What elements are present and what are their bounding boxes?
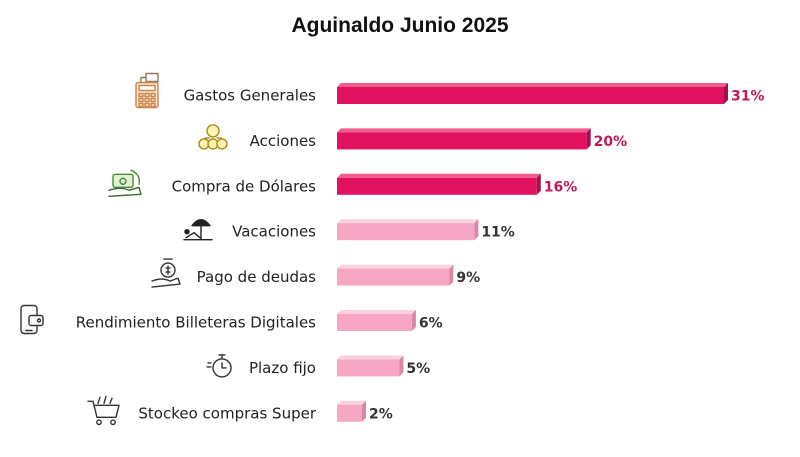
bar [337,128,591,150]
value-label: 9% [456,270,480,286]
value-label: 5% [406,361,430,377]
category-label: Plazo fijo [249,359,316,377]
bar [337,355,404,377]
category-label: Rendimiento Billeteras Digitales [76,314,316,332]
value-label: 20% [594,134,628,150]
money-bags-icon [198,124,228,150]
bar [337,173,541,195]
category-label: Vacaciones [232,223,316,241]
bar-row: Pago de deudas 9% [151,258,480,288]
chart-title: Aguinaldo Junio 2025 [291,14,509,37]
value-label: 2% [369,406,393,422]
value-label: 16% [544,179,578,195]
bar-row: Plazo fijo 5% [206,354,430,378]
bar-row: Acciones 20% [198,124,628,150]
bar [337,219,479,241]
bar [337,400,366,422]
mobile-wallet-icon [20,304,44,335]
bar-row: Gastos Generales 31% [135,72,765,109]
bar-row: Vacaciones 11% [183,219,515,241]
calculator-money-icon [135,72,159,109]
bar [337,264,454,286]
category-label: Acciones [250,132,317,150]
bar [337,310,416,331]
shopping-cart-icon [87,395,120,426]
hand-cash-icon [108,169,142,197]
category-label: Compra de Dólares [172,177,317,195]
value-label: 31% [731,89,765,105]
category-label: Stockeo compras Super [138,404,316,422]
category-label: Pago de deudas [197,268,317,286]
value-label: 6% [419,316,443,332]
bar-row: Compra de Dólares 16% [108,169,578,197]
bar-row: Rendimiento Billeteras Digitales 6% [20,304,443,335]
bar [337,83,728,104]
stopwatch-icon [206,354,232,378]
category-label: Gastos Generales [184,87,317,105]
hand-coin-icon [151,258,181,288]
value-label: 11% [481,225,515,241]
bar-row: Stockeo compras Super 2% [87,395,393,426]
beach-umbrella-icon [183,219,213,241]
